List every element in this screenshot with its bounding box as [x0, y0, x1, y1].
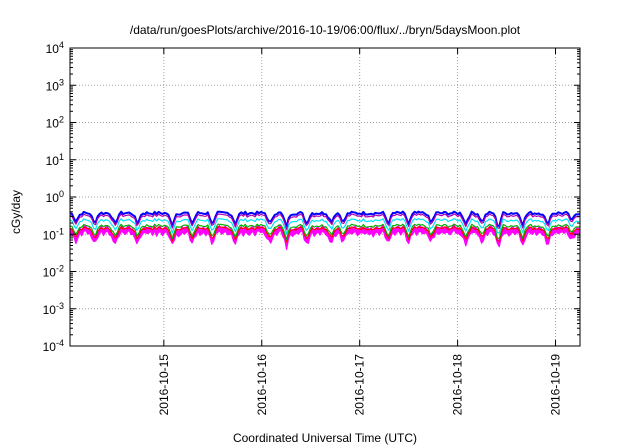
grid-lines	[70, 48, 580, 346]
x-tick-label: 2016-10-19	[549, 354, 563, 416]
y-axis: 10-4 10-3 10-2 10-1 100 101 102 103 104	[43, 40, 580, 354]
x-tick-label: 2016-10-16	[255, 354, 269, 416]
y-tick-label: 101	[46, 152, 64, 168]
x-tick-label: 2016-10-18	[451, 354, 465, 416]
series-layer	[69, 210, 581, 250]
series-area	[70, 223, 580, 250]
series-line	[69, 223, 581, 241]
chart-title: /data/run/goesPlots/archive/2016-10-19/0…	[130, 23, 521, 37]
series-line	[69, 210, 581, 229]
y-axis-label: cGy/day	[9, 190, 23, 234]
x-tick-label: 2016-10-15	[157, 354, 171, 416]
y-tick-label: 10-4	[43, 338, 64, 354]
y-tick-label: 104	[46, 40, 64, 56]
y-tick-label: 102	[46, 115, 64, 131]
x-axis: 2016-10-15 2016-10-16 2016-10-17 2016-10-18…	[157, 48, 563, 415]
y-tick-label: 10-1	[43, 226, 64, 242]
series-line	[69, 218, 581, 235]
series-line	[69, 226, 581, 243]
x-tick-label: 2016-10-17	[353, 354, 367, 416]
y-tick-label: 103	[46, 77, 64, 93]
y-tick-label: 10-2	[43, 264, 64, 280]
y-tick-label: 10-3	[43, 301, 64, 317]
x-axis-label: Coordinated Universal Time (UTC)	[233, 431, 417, 445]
series-line	[69, 213, 581, 231]
series-line	[69, 228, 581, 250]
y-tick-label: 100	[46, 189, 64, 205]
